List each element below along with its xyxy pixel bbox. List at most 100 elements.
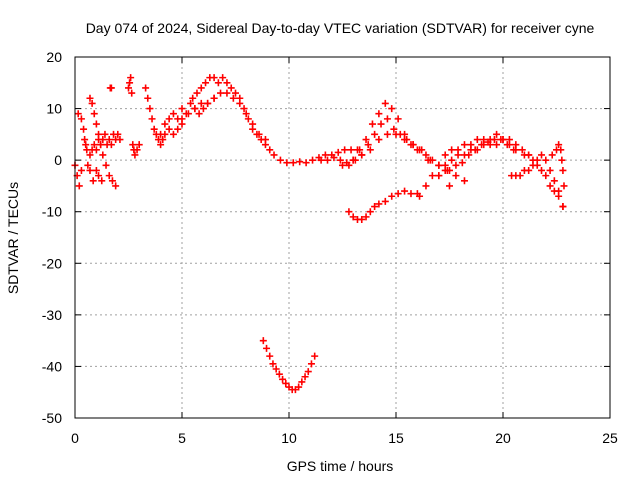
data-point: [362, 136, 370, 144]
data-point: [542, 156, 550, 164]
data-point: [428, 172, 436, 180]
data-point: [538, 166, 546, 174]
y-tick-label: 0: [54, 152, 62, 168]
data-point: [371, 203, 379, 211]
data-point: [184, 110, 192, 118]
data-point: [490, 136, 498, 144]
data-point: [559, 203, 567, 211]
data-point: [112, 182, 120, 190]
y-axis-label: SDTVAR / TECUs: [5, 182, 21, 294]
data-point: [174, 125, 182, 133]
data-point: [129, 141, 137, 149]
data-point: [92, 166, 100, 174]
data-point: [146, 105, 154, 113]
data-point: [97, 141, 105, 149]
data-point: [516, 172, 524, 180]
data-point: [249, 120, 257, 128]
data-point: [219, 74, 227, 82]
data-point: [142, 84, 150, 92]
data-point: [330, 154, 338, 162]
data-point: [493, 141, 501, 149]
data-point: [272, 365, 280, 373]
data-point: [458, 159, 466, 167]
data-point: [99, 136, 107, 144]
data-point: [302, 159, 310, 167]
data-point: [107, 84, 115, 92]
data-point: [555, 141, 563, 149]
data-point: [512, 141, 520, 149]
data-point: [375, 136, 383, 144]
data-point: [116, 136, 124, 144]
data-point: [505, 136, 513, 144]
grid: [75, 57, 610, 418]
data-point: [90, 110, 98, 118]
data-point: [377, 120, 385, 128]
data-point: [478, 141, 486, 149]
data-point: [108, 177, 116, 185]
plot-frame: [74, 56, 611, 419]
data-point: [452, 161, 460, 169]
data-point: [266, 352, 274, 360]
data-point: [210, 94, 218, 102]
data-point: [95, 130, 103, 138]
data-point: [83, 146, 91, 154]
data-point: [159, 136, 167, 144]
data-point: [107, 141, 115, 149]
data-point: [227, 84, 235, 92]
data-point: [362, 213, 370, 221]
y-tick-label: -10: [42, 204, 62, 220]
data-point: [394, 115, 402, 123]
data-point: [529, 156, 537, 164]
data-point: [418, 146, 426, 154]
data-point: [375, 110, 383, 118]
data-point: [86, 94, 94, 102]
data-point: [542, 172, 550, 180]
x-tick-label: 25: [602, 430, 618, 446]
data-point: [244, 115, 252, 123]
data-point: [81, 136, 89, 144]
data-point: [366, 146, 374, 154]
x-tick-label: 0: [71, 430, 79, 446]
data-point: [349, 213, 357, 221]
data-point: [95, 172, 103, 180]
data-point: [214, 79, 222, 87]
data-point: [452, 172, 460, 180]
data-point: [448, 156, 456, 164]
data-point: [366, 208, 374, 216]
data-point: [550, 177, 558, 185]
data-point: [345, 161, 353, 169]
data-point: [388, 105, 396, 113]
data-point: [178, 105, 186, 113]
data-point: [259, 337, 267, 345]
data-point: [364, 141, 372, 149]
data-point: [77, 115, 85, 123]
data-point: [128, 89, 136, 97]
data-point: [157, 130, 165, 138]
data-point: [189, 94, 197, 102]
data-point: [497, 136, 505, 144]
x-tick-label: 10: [281, 430, 297, 446]
data-point: [394, 190, 402, 198]
data-point: [555, 192, 563, 200]
data-point: [392, 130, 400, 138]
data-point: [307, 360, 315, 368]
data-point: [546, 182, 554, 190]
data-point: [426, 156, 434, 164]
data-point: [86, 151, 94, 159]
data-point: [503, 141, 511, 149]
data-point: [92, 146, 100, 154]
data-point: [283, 159, 291, 167]
data-point: [229, 94, 237, 102]
data-point: [75, 182, 83, 190]
data-point: [349, 156, 357, 164]
data-point: [473, 136, 481, 144]
data-point: [232, 89, 239, 97]
data-point: [460, 177, 468, 185]
data-point: [199, 105, 207, 113]
data-point: [441, 151, 449, 159]
data-point: [448, 146, 456, 154]
data-point: [435, 172, 443, 180]
data-point: [525, 166, 533, 174]
data-point: [446, 166, 453, 174]
